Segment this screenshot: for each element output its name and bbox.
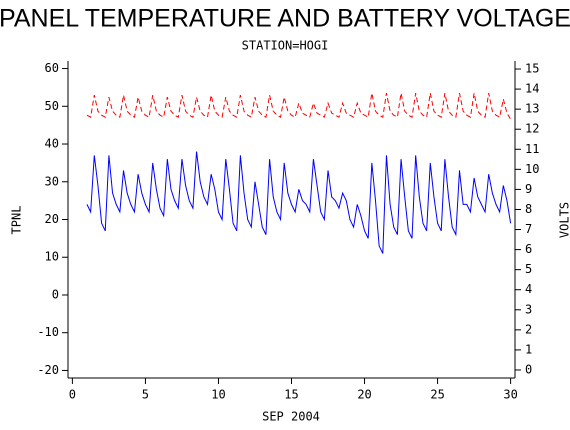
x-tick-label: 25 bbox=[430, 388, 444, 402]
y2-tick-label: 8 bbox=[525, 202, 532, 216]
y2-tick-label: 4 bbox=[525, 282, 532, 296]
y2-tick-label: 10 bbox=[525, 162, 539, 176]
x-tick-label: 10 bbox=[211, 388, 225, 402]
y2-tick-label: 1 bbox=[525, 342, 532, 356]
y2-tick-label: 14 bbox=[525, 82, 539, 96]
x-tick-label: 20 bbox=[357, 388, 371, 402]
y-tick-label: 30 bbox=[45, 174, 59, 188]
y-tick-label: 60 bbox=[45, 61, 59, 75]
y2-tick-label: 11 bbox=[525, 142, 539, 156]
y-tick-label: 40 bbox=[45, 137, 59, 151]
y-tick-label: 20 bbox=[45, 212, 59, 226]
y2-tick-label: 5 bbox=[525, 262, 532, 276]
y-tick-label: 10 bbox=[45, 250, 59, 264]
x-axis-label: SEP 2004 bbox=[262, 410, 320, 424]
y2-tick-label: 6 bbox=[525, 242, 532, 256]
y-tick-label: 0 bbox=[52, 287, 59, 301]
data-line bbox=[86, 151, 512, 254]
data-line bbox=[86, 93, 512, 120]
y2-tick-label: 2 bbox=[525, 322, 532, 336]
y2-tick-label: 3 bbox=[525, 302, 532, 316]
y2-tick-label: 0 bbox=[525, 362, 532, 376]
y2-tick-label: 12 bbox=[525, 122, 539, 136]
y2-tick-label: 15 bbox=[525, 62, 539, 76]
y-axis-label: TPNL bbox=[10, 206, 24, 235]
y2-axis-label: VOLTS bbox=[558, 202, 570, 238]
y2-tick-label: 13 bbox=[525, 102, 539, 116]
chart-subtitle: STATION=HOGI bbox=[242, 39, 329, 53]
x-tick-label: 0 bbox=[69, 388, 76, 402]
x-tick-label: 15 bbox=[284, 388, 298, 402]
y-tick-label: -10 bbox=[37, 325, 59, 339]
x-tick-label: 30 bbox=[503, 388, 517, 402]
x-tick-label: 5 bbox=[142, 388, 149, 402]
y-tick-label: 50 bbox=[45, 99, 59, 113]
y-tick-label: -20 bbox=[37, 363, 59, 377]
y2-tick-label: 9 bbox=[525, 182, 532, 196]
chart-title: PANEL TEMPERATURE AND BATTERY VOLTAGE bbox=[0, 5, 570, 33]
y2-tick-label: 7 bbox=[525, 222, 532, 236]
